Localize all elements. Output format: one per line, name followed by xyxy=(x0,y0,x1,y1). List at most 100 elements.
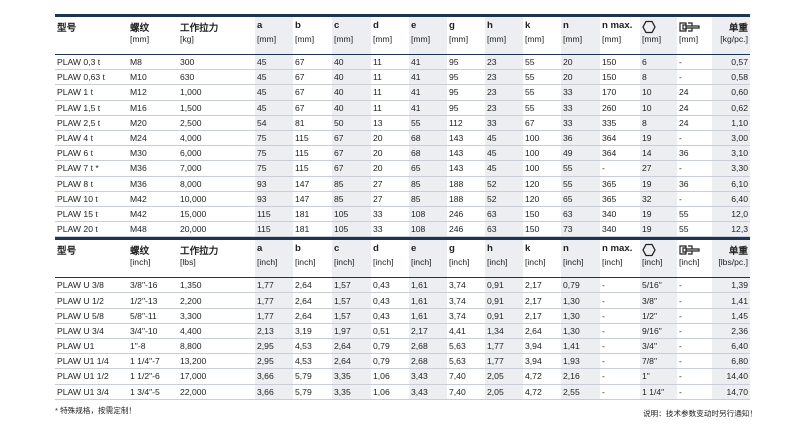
cell: 0,51 xyxy=(371,323,409,340)
cell: M36 xyxy=(128,176,178,192)
spec-table: 型号 螺纹 [inch] 工作拉力 [lbs] a [inch] b [inch] c [inch]… xyxy=(55,237,750,400)
cell: 1,57 xyxy=(332,308,371,324)
cell: PLAW U1 xyxy=(55,338,128,355)
column-unit: [inch] xyxy=(411,257,432,268)
cell: 3,66 xyxy=(255,384,293,400)
cell: 1/2" xyxy=(640,308,677,324)
data-row: PLAW U1 1/4 1 1/4"-7 13,200 2,95 4,53 2,64 0,7… xyxy=(55,353,750,370)
cell: 2,68 xyxy=(409,353,447,370)
column-unit: [mm] xyxy=(334,34,354,44)
header-cell: b [mm] xyxy=(293,15,332,55)
cell: 1 1/4"-7 xyxy=(128,353,178,370)
cell: 4,41 xyxy=(447,323,485,340)
cell: 36 xyxy=(677,176,712,192)
cell: 0,62 xyxy=(712,100,750,116)
cell: - xyxy=(677,69,712,86)
wrench-icon xyxy=(679,245,700,255)
cell: 5,79 xyxy=(293,384,332,400)
column-name: n max. xyxy=(602,20,633,31)
cell: 1,06 xyxy=(371,368,409,385)
column-unit: [mm] xyxy=(602,34,622,44)
cell: 67 xyxy=(293,100,332,116)
column-unit: [mm] xyxy=(373,34,393,44)
cell: 1,500 xyxy=(178,100,255,116)
data-row: PLAW U 1/2 1/2"-13 2,200 1,77 2,64 1,57 0,43 1,… xyxy=(55,292,750,309)
cell: 40 xyxy=(332,69,371,86)
cell: 2,68 xyxy=(409,338,447,355)
cell: 45 xyxy=(485,145,523,162)
cell: 6 xyxy=(640,54,677,71)
header-cell: [inch] xyxy=(677,238,712,279)
cell: 1,000 xyxy=(178,84,255,101)
cell: 1,30 xyxy=(561,323,600,340)
cell: 3/8" xyxy=(640,292,677,309)
column-unit: [inch] xyxy=(373,257,394,268)
cell: M16 xyxy=(128,100,178,116)
hex-icon xyxy=(642,244,656,257)
cell: 115 xyxy=(293,145,332,162)
cell: 0,43 xyxy=(371,277,409,294)
cell: 2,95 xyxy=(255,353,293,370)
cell: 49 xyxy=(561,145,600,162)
cell: 68 xyxy=(409,130,447,147)
cell: 20 xyxy=(371,145,409,162)
cell: 10 xyxy=(640,84,677,101)
cell: 335 xyxy=(600,115,640,131)
cell: 7,000 xyxy=(178,160,255,177)
column-unit: [mm] xyxy=(130,34,150,44)
cell: PLAW 20 t xyxy=(55,221,128,238)
cell: 2,17 xyxy=(523,292,561,309)
column-name: n xyxy=(563,243,569,255)
cell: 246 xyxy=(447,221,485,238)
cell: 3/4" xyxy=(640,338,677,355)
cell: 0,79 xyxy=(371,353,409,370)
cell: 0,91 xyxy=(485,292,523,309)
cell: 364 xyxy=(600,145,640,162)
cell: M10 xyxy=(128,69,178,86)
cell: 6,40 xyxy=(712,191,750,207)
tables: 型号 螺纹 [mm] 工作拉力 [kg] a [mm] b [mm] c [mm] d [mm] e [mm… xyxy=(55,14,750,400)
cell: 3,00 xyxy=(712,130,750,147)
cell: 3,94 xyxy=(523,338,561,355)
column-name: b xyxy=(295,20,301,31)
cell: 20 xyxy=(561,69,600,86)
cell: 33 xyxy=(561,100,600,116)
cell: M42 xyxy=(128,191,178,207)
cell: 1/2"-13 xyxy=(128,292,178,309)
cell: 41 xyxy=(409,69,447,86)
cell: 1"-8 xyxy=(128,338,178,355)
cell: 17,000 xyxy=(178,368,255,385)
cell: - xyxy=(677,191,712,207)
data-row: PLAW 10 t M42 10,000 93 147 85 27 85 188 52 120 65 3… xyxy=(55,191,750,207)
cell: 40 xyxy=(332,100,371,116)
cell: 8,000 xyxy=(178,176,255,192)
column-unit: [mm] xyxy=(563,34,583,44)
column-unit: [mm] xyxy=(449,34,469,44)
cell: 1,57 xyxy=(332,277,371,294)
cell: PLAW U1 3/4 xyxy=(55,384,128,400)
cell: 55 xyxy=(561,176,600,192)
cell: 1 3/4"-5 xyxy=(128,384,178,400)
cell: 115 xyxy=(293,130,332,147)
cell: M42 xyxy=(128,206,178,223)
cell: 365 xyxy=(600,191,640,207)
cell: 3,43 xyxy=(409,368,447,385)
cell: 55 xyxy=(677,206,712,223)
cell: 1,41 xyxy=(561,338,600,355)
header-cell: e [inch] xyxy=(409,238,447,279)
header-cell: [mm] xyxy=(640,15,677,55)
cell: 55 xyxy=(523,100,561,116)
cell: 2,64 xyxy=(332,338,371,355)
column-name: 螺纹 xyxy=(130,246,150,258)
cell: 11 xyxy=(371,84,409,101)
column-unit: [kg] xyxy=(180,34,194,44)
cell: 8 xyxy=(640,115,677,131)
cell: M36 xyxy=(128,160,178,177)
cell: 143 xyxy=(447,130,485,147)
cell: 5,63 xyxy=(447,338,485,355)
cell: 7,40 xyxy=(447,368,485,385)
cell: 32 xyxy=(640,191,677,207)
cell: 1,77 xyxy=(485,338,523,355)
cell: 5/16" xyxy=(640,277,677,294)
cell: PLAW 8 t xyxy=(55,176,128,192)
